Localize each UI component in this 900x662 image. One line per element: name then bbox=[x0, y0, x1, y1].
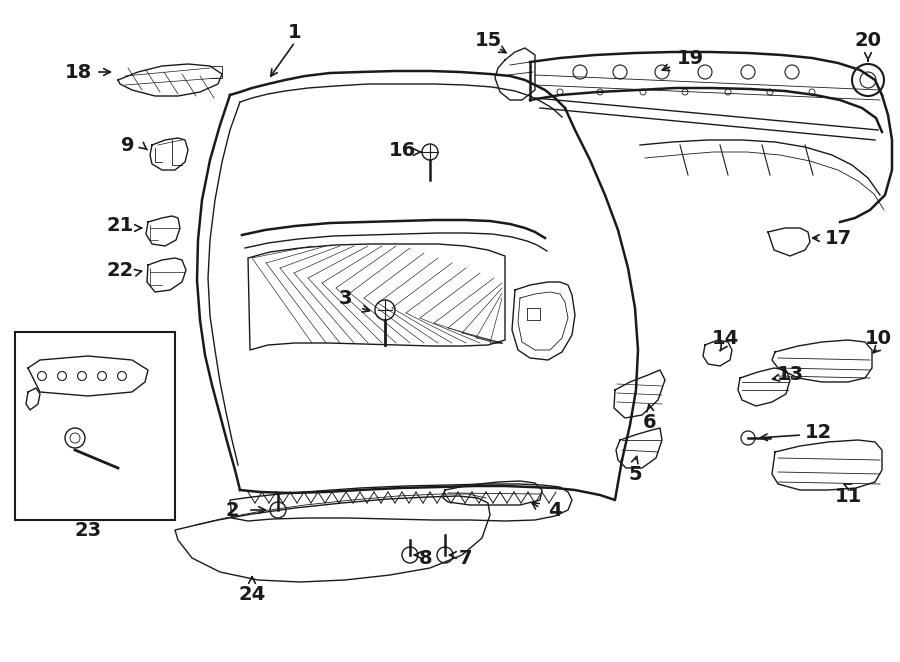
Text: 10: 10 bbox=[865, 328, 892, 348]
Text: 24: 24 bbox=[238, 585, 266, 604]
Text: 6: 6 bbox=[644, 412, 657, 432]
Text: 13: 13 bbox=[777, 365, 804, 383]
Text: 21: 21 bbox=[106, 216, 133, 234]
Text: 14: 14 bbox=[711, 328, 739, 348]
Text: 3: 3 bbox=[338, 289, 352, 308]
Text: 9: 9 bbox=[122, 136, 135, 154]
Text: 15: 15 bbox=[474, 30, 501, 50]
Text: 19: 19 bbox=[677, 48, 704, 68]
Text: 23: 23 bbox=[75, 520, 102, 540]
Text: 18: 18 bbox=[65, 62, 92, 81]
Text: 20: 20 bbox=[854, 30, 881, 50]
Text: 11: 11 bbox=[834, 487, 861, 506]
Bar bbox=[15, 332, 175, 520]
Text: 8: 8 bbox=[419, 549, 433, 567]
Text: 2: 2 bbox=[225, 500, 238, 520]
Text: 5: 5 bbox=[628, 465, 642, 483]
Text: 16: 16 bbox=[389, 140, 416, 160]
Text: 4: 4 bbox=[548, 500, 562, 520]
Text: 7: 7 bbox=[458, 549, 472, 567]
Text: 12: 12 bbox=[805, 422, 832, 442]
Text: 22: 22 bbox=[106, 261, 133, 279]
Text: 17: 17 bbox=[824, 228, 851, 248]
Text: 1: 1 bbox=[288, 23, 302, 42]
